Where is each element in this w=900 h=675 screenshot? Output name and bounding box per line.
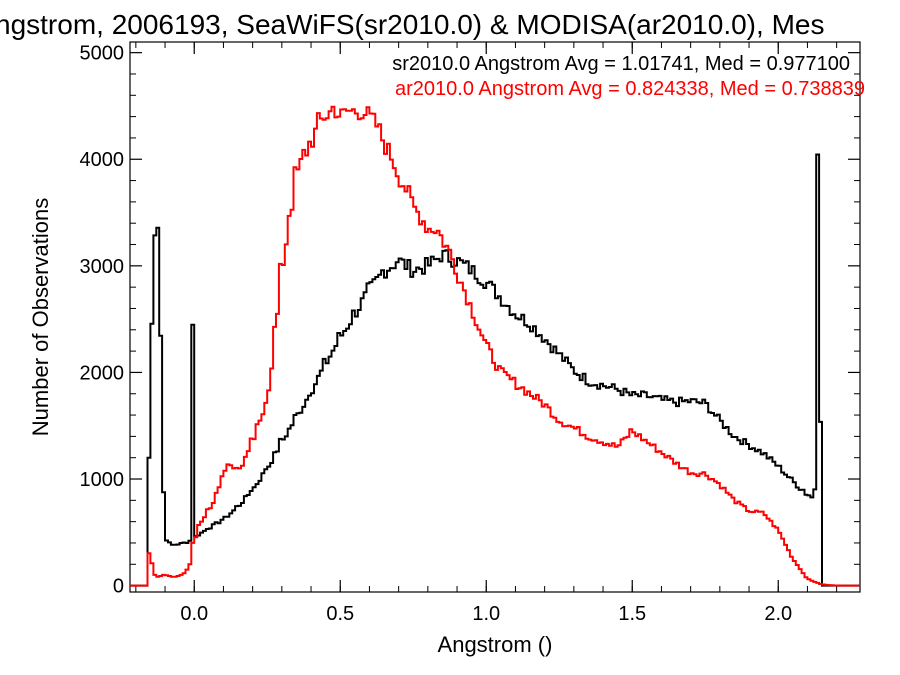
x-tick-label: 1.5 [618, 603, 646, 625]
y-tick-label: 0 [113, 576, 124, 598]
annotation-sr2010: sr2010.0 Angstrom Avg = 1.01741, Med = 0… [392, 53, 850, 75]
annotation-ar2010: ar2010.0 Angstrom Avg = 0.824338, Med = … [395, 78, 865, 100]
y-axis-label: Number of Observations [28, 198, 53, 436]
series-line [130, 153, 860, 587]
plot-frame [129, 41, 861, 593]
series-1 [130, 105, 860, 587]
x-tick-label: 1.0 [472, 603, 500, 625]
y-tick-label: 3000 [80, 256, 125, 278]
y-tick-label: 1000 [80, 469, 125, 491]
y-axis-ticks: 0 1000 2000 3000 4000 5000 [80, 43, 860, 598]
y-tick-label: 4000 [80, 149, 125, 171]
y-tick-label: 5000 [80, 43, 125, 65]
y-tick-label: 2000 [80, 362, 125, 384]
x-tick-label: 0.5 [326, 603, 354, 625]
series-0 [130, 153, 860, 587]
series-line [130, 105, 860, 587]
x-tick-label: 0.0 [180, 603, 208, 625]
x-axis-ticks: 0.0 0.5 1.0 1.5 2.0 [135, 42, 838, 625]
x-axis-label: Angstrom () [438, 632, 553, 657]
x-tick-label: 2.0 [764, 603, 792, 625]
series-group [130, 105, 860, 587]
chart-title: ngstrom, 2006193, SeaWiFS(sr2010.0) & MO… [0, 9, 824, 40]
